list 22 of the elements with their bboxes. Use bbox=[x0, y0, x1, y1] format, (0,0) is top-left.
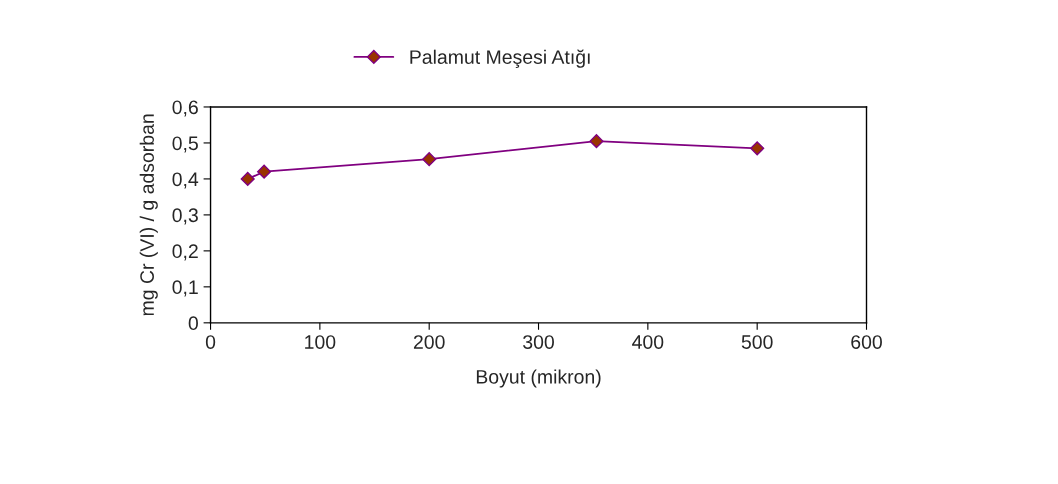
x-tick-label: 300 bbox=[523, 335, 554, 349]
point bbox=[589, 134, 604, 149]
y-tick-label: 0,5 bbox=[172, 136, 198, 153]
point bbox=[750, 141, 765, 156]
point bbox=[422, 152, 437, 167]
y-tick-label: 0,3 bbox=[172, 208, 198, 225]
point bbox=[257, 164, 272, 179]
x-tick-label: 500 bbox=[741, 335, 773, 349]
y-tick-label: 0,4 bbox=[172, 172, 199, 189]
y-tick-label: 0,6 bbox=[172, 100, 198, 117]
legend-label: Palamut Meşesi Atığı bbox=[410, 49, 590, 68]
y-tick-label: 0 bbox=[188, 316, 198, 331]
x-tick-label: 100 bbox=[305, 335, 336, 349]
x-tick-label: 200 bbox=[413, 335, 445, 349]
x-tick-label: 0 bbox=[205, 335, 216, 349]
y-tick-label: 0,1 bbox=[172, 280, 198, 297]
y-tick-label: 0,2 bbox=[172, 244, 198, 261]
y-axis-title: mg Cr (VI) / g adsorban bbox=[139, 114, 158, 316]
x-tick-label: 600 bbox=[851, 335, 882, 349]
x-tick-label: 400 bbox=[632, 335, 664, 349]
x-axis-title: Boyut (mikron) bbox=[476, 369, 601, 388]
point bbox=[240, 171, 255, 186]
